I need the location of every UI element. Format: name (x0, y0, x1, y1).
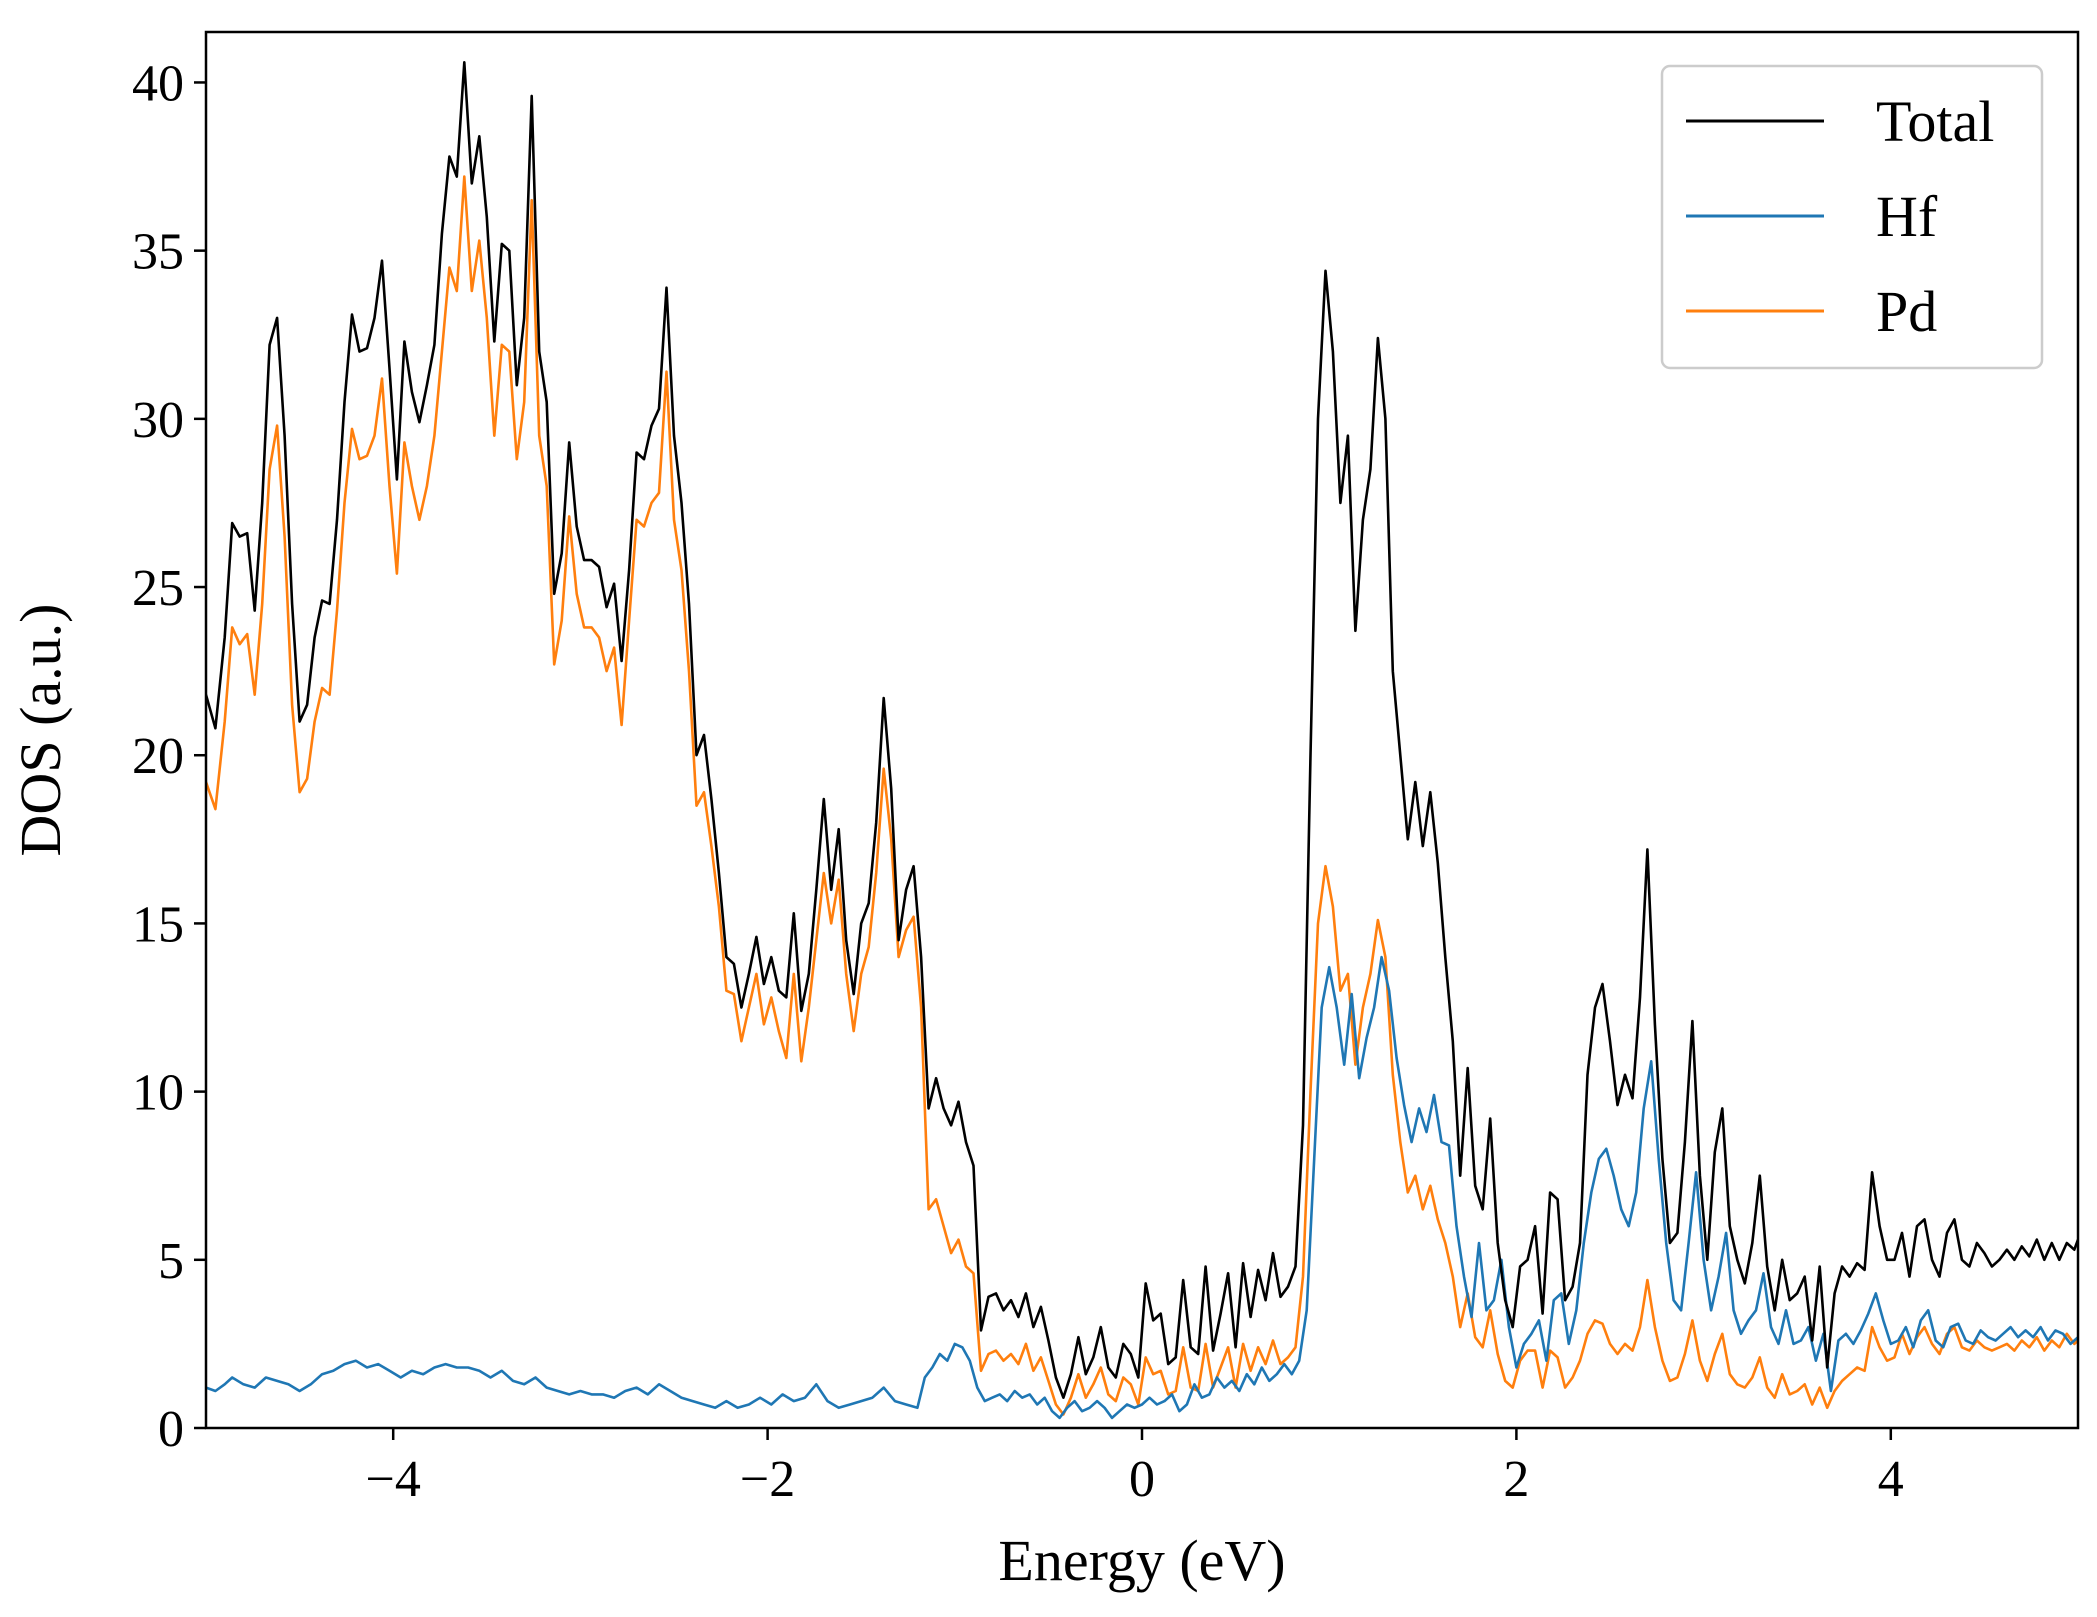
x-tick-label: −2 (740, 1451, 795, 1508)
y-tick-label: 10 (132, 1065, 184, 1122)
series-line-pd (206, 175, 2078, 1416)
y-axis-title: DOS (a.u.) (8, 604, 73, 857)
x-tick-label: 0 (1129, 1451, 1155, 1508)
y-tick-label: 35 (132, 224, 184, 281)
y-tick-label: 5 (158, 1233, 184, 1290)
y-tick-label: 15 (132, 896, 184, 953)
series-layer (206, 61, 2078, 1420)
y-tick-label: 40 (132, 55, 184, 112)
series-line-total (206, 61, 2078, 1399)
legend: Total Hf Pd (1660, 64, 2044, 370)
x-tick-label: 4 (1878, 1451, 1904, 1508)
x-axis: −4 −2 0 2 4 (366, 1428, 1904, 1508)
y-tick-label: 25 (132, 560, 184, 617)
x-axis-title: Energy (eV) (998, 1528, 1285, 1593)
legend-label-hf: Hf (1876, 184, 1938, 249)
y-tick-label: 30 (132, 392, 184, 449)
legend-label-total: Total (1876, 89, 1994, 154)
series-line-hf (206, 955, 2078, 1420)
legend-label-pd: Pd (1876, 279, 1937, 344)
y-tick-label: 0 (158, 1401, 184, 1458)
y-axis: 0 5 10 15 20 25 30 35 40 (132, 55, 206, 1458)
legend-box (1660, 64, 2044, 370)
x-tick-label: −4 (366, 1451, 421, 1508)
y-tick-label: 20 (132, 728, 184, 785)
x-tick-label: 2 (1503, 1451, 1529, 1508)
